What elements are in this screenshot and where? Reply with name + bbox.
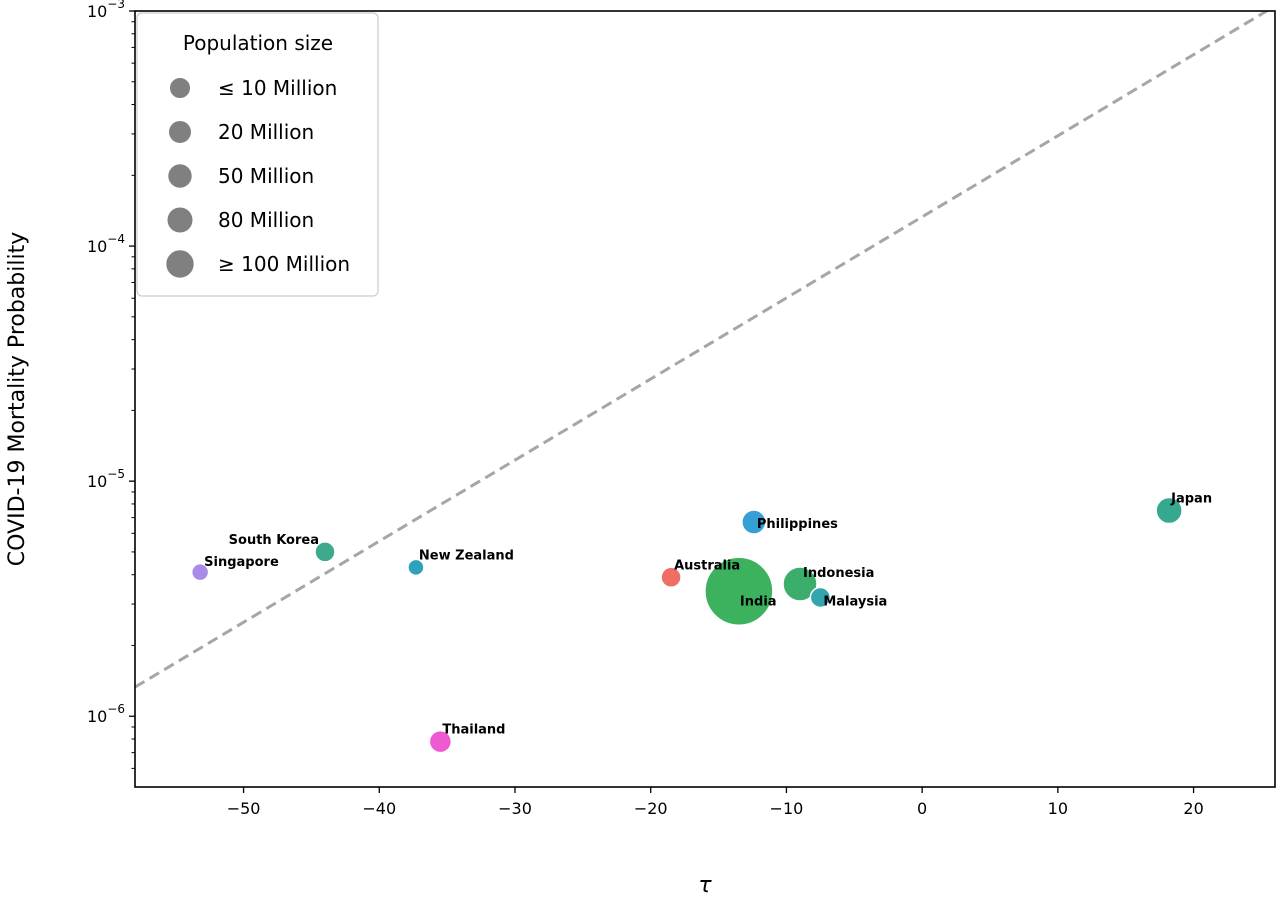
point-labels: Singapore South Korea New Zealand Thailand A… [204, 492, 1212, 738]
point-label-philippines: Philippines [757, 517, 838, 532]
point-label-malaysia: Malaysia [823, 594, 887, 609]
point-label-singapore: Singapore [204, 555, 279, 570]
legend-entry-label: ≥ 100 Million [218, 252, 350, 276]
point-label-india: India [740, 594, 777, 609]
x-tick-label: 20 [1183, 799, 1203, 818]
point-label-new-zealand: New Zealand [419, 548, 514, 563]
x-tick-label: −10 [770, 799, 804, 818]
y-tick-label: 10−4 [87, 232, 125, 256]
x-tick-label: −40 [362, 799, 396, 818]
y-tick-label: 10−6 [87, 702, 125, 726]
legend-marker [167, 163, 193, 189]
x-tick-label: 10 [1048, 799, 1068, 818]
legend-entry-label: 80 Million [218, 208, 314, 232]
point-new-zealand [407, 558, 425, 577]
point-philippines [741, 509, 767, 535]
point-singapore [190, 562, 210, 582]
point-south-korea [314, 541, 336, 563]
point-malaysia [809, 586, 832, 609]
plot-area: Singapore South Korea New Zealand Thailand A… [135, 11, 1270, 754]
plot-frame [134, 10, 1276, 788]
y-tick-label: 10−3 [87, 0, 125, 21]
legend-entries: ≤ 10 Million 20 Million 50 Million 80 Milli… [165, 76, 350, 279]
legend-marker [169, 77, 191, 99]
y-axis: 10−6 10−5 10−4 10−3 [87, 0, 135, 769]
x-tick-label: −30 [498, 799, 532, 818]
legend: Population size ≤ 10 Million 20 Million 50… [136, 12, 379, 297]
legend-entry-label: 20 Million [218, 120, 314, 144]
point-label-japan: Japan [1170, 492, 1212, 507]
point-australia [660, 566, 682, 589]
legend-marker [166, 206, 194, 234]
trend-line [135, 11, 1270, 689]
point-thailand [428, 729, 453, 754]
x-axis-label: τ [698, 873, 712, 897]
point-india [704, 556, 774, 627]
legend-box [136, 12, 379, 297]
x-tick-label: 0 [917, 799, 927, 818]
legend-marker [168, 120, 192, 144]
y-axis-label: COVID-19 Mortality Probability [5, 232, 30, 566]
x-tick-label: −50 [227, 799, 261, 818]
y-tick-label: 10−5 [87, 467, 125, 491]
point-label-indonesia: Indonesia [803, 566, 874, 581]
x-tick-label: −20 [634, 799, 668, 818]
point-label-south-korea: South Korea [229, 533, 319, 548]
point-label-australia: Australia [674, 558, 740, 573]
points-layer: Singapore South Korea New Zealand Thailand A… [190, 492, 1212, 754]
point-indonesia [782, 566, 818, 602]
legend-entry-label: 50 Million [218, 164, 314, 188]
point-label-thailand: Thailand [442, 723, 505, 738]
legend-title: Population size [183, 31, 333, 55]
x-axis: −50 −40 −30 −20 −10 0 10 20 [227, 787, 1204, 818]
legend-marker [165, 249, 195, 279]
legend-entry-label: ≤ 10 Million [218, 76, 337, 100]
point-japan [1155, 496, 1183, 525]
